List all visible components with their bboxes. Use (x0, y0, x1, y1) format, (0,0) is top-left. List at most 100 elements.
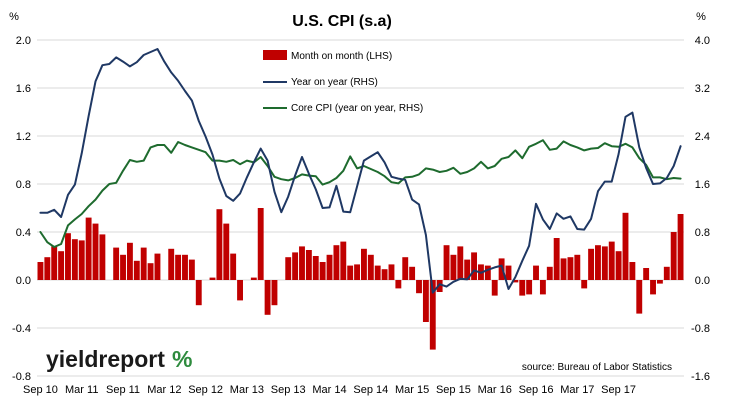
bar-month-on-month (374, 265, 381, 280)
right-tick-label: 4.0 (695, 35, 710, 47)
bar-month-on-month (257, 208, 264, 280)
bar-month-on-month (595, 245, 601, 280)
bar-month-on-month (443, 245, 450, 280)
bar-month-on-month (636, 280, 643, 314)
legend-label-core-cpi: Core CPI (year on year, RHS) (291, 103, 423, 114)
x-tick-label: Mar 17 (560, 384, 594, 396)
x-tick-label: Mar 13 (230, 384, 264, 396)
x-tick-label: Mar 16 (478, 384, 512, 396)
bar-month-on-month (650, 280, 656, 295)
bar-month-on-month (250, 277, 257, 280)
yieldreport-logo: yieldreport % (46, 346, 192, 372)
source-note: source: Bureau of Labor Statistics (522, 362, 672, 373)
x-tick-label: Sep 14 (353, 384, 388, 396)
bar-month-on-month (381, 269, 388, 280)
bar-month-on-month (216, 209, 223, 280)
bar-month-on-month (388, 264, 395, 280)
bar-month-on-month (450, 254, 457, 280)
bar-month-on-month (347, 265, 354, 280)
bar-month-on-month (361, 248, 367, 280)
right-tick-label: 1.6 (695, 179, 710, 191)
bar-month-on-month (99, 234, 106, 280)
left-axis-ticks: 2.0 1.6 1.2 0.8 0.4 0.0 -0.4 -0.8 (12, 35, 31, 383)
bar-month-on-month (299, 246, 305, 280)
bar-month-on-month (567, 257, 574, 280)
x-axis-ticks: Sep 10 Mar 11 Sep 11 Mar 12 Sep 12 Mar 13 Sep … (23, 384, 636, 396)
chart-title: U.S. CPI (s.a) (292, 13, 392, 30)
bar-month-on-month (147, 263, 154, 280)
bar-month-on-month (615, 251, 622, 280)
bar-month-on-month (182, 254, 188, 280)
bar-month-on-month (553, 238, 560, 280)
bar-month-on-month (629, 262, 636, 280)
left-tick-label: 0.8 (16, 179, 31, 191)
bar-month-on-month (519, 280, 526, 296)
left-axis-unit: % (9, 11, 19, 23)
right-tick-label: 2.4 (695, 131, 710, 143)
bar-month-on-month (402, 257, 409, 280)
left-tick-label: 0.4 (16, 227, 31, 239)
bar-month-on-month (51, 246, 58, 280)
right-axis-ticks: 4.0 3.2 2.4 1.6 0.8 0.0 -0.8 -1.6 (691, 35, 710, 383)
right-tick-label: 0.8 (695, 227, 710, 239)
bar-month-on-month (78, 240, 85, 280)
bar-month-on-month (484, 265, 491, 280)
bar-month-on-month (526, 280, 533, 295)
bar-month-on-month (209, 277, 216, 280)
bar-month-on-month (133, 260, 140, 280)
bar-month-on-month (656, 280, 663, 284)
bar-month-on-month (271, 280, 278, 306)
bar-month-on-month (367, 254, 374, 280)
bar-month-on-month (395, 280, 402, 289)
x-tick-label: Sep 15 (436, 384, 471, 396)
bar-month-on-month (58, 251, 65, 280)
bar-month-on-month (168, 248, 175, 280)
bar-month-on-month (457, 246, 464, 280)
logo-percent-mark: % (172, 346, 192, 372)
legend-swatch-month-on-month (263, 50, 287, 60)
x-tick-label: Sep 11 (106, 384, 140, 396)
bar-month-on-month (581, 280, 588, 289)
bar-month-on-month (292, 252, 299, 280)
bar-month-on-month (608, 241, 615, 280)
bar-month-on-month (230, 253, 237, 280)
bar-month-on-month (312, 256, 319, 280)
bar-month-on-month (491, 280, 498, 296)
bar-month-on-month (264, 280, 271, 315)
x-tick-label: Sep 13 (271, 384, 306, 396)
bar-month-on-month (188, 259, 195, 280)
bar-month-on-month (601, 246, 608, 280)
bar-month-on-month (416, 280, 422, 294)
left-tick-label: 2.0 (16, 35, 31, 47)
bar-month-on-month (560, 258, 567, 280)
right-tick-label: 0.0 (695, 275, 710, 287)
bar-month-on-month (471, 252, 478, 280)
bar-month-on-month (677, 214, 684, 280)
bar-month-on-month (37, 262, 44, 280)
left-tick-label: 1.6 (16, 83, 31, 95)
right-tick-label: 3.2 (695, 83, 710, 95)
bar-month-on-month (326, 254, 333, 280)
right-tick-label: -1.6 (691, 371, 710, 383)
bar-month-on-month (85, 217, 92, 280)
bar-month-on-month (354, 264, 360, 280)
left-tick-label: -0.4 (12, 323, 31, 335)
line-series-group (39, 48, 682, 294)
bar-month-on-month (429, 280, 436, 350)
bar-month-on-month (422, 280, 429, 322)
left-tick-label: -0.8 (12, 371, 31, 383)
bar-month-on-month (44, 257, 51, 280)
bar-month-on-month (223, 223, 230, 280)
bar-month-on-month (539, 280, 546, 295)
bar-month-on-month (546, 266, 553, 280)
bar-month-on-month (512, 280, 519, 283)
bar-month-on-month (319, 262, 326, 280)
line-year-on-year (39, 48, 682, 294)
x-tick-label: Mar 15 (395, 384, 429, 396)
bar-month-on-month (140, 247, 147, 280)
bar-month-on-month (285, 257, 292, 280)
bar-month-on-month (154, 253, 161, 280)
bar-month-on-month (436, 280, 443, 292)
x-tick-label: Sep 12 (188, 384, 223, 396)
bar-month-on-month (588, 248, 595, 280)
